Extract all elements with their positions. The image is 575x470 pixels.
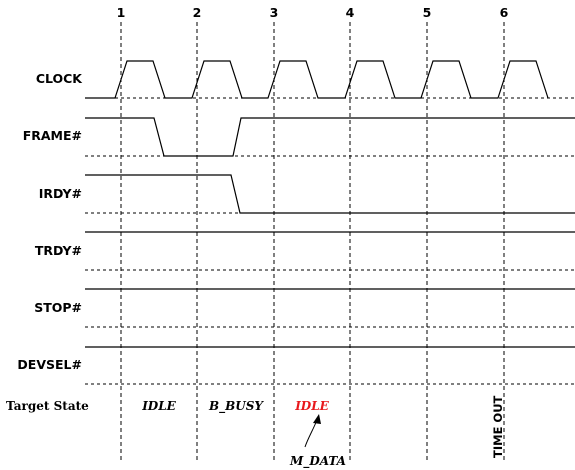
clock-number-4: 4 <box>346 5 355 20</box>
frame-waveform <box>85 117 575 157</box>
clock-number-2: 2 <box>193 5 202 20</box>
m-data-arrow-icon <box>304 419 318 448</box>
clock-number-1: 1 <box>117 5 126 20</box>
m-data-label: M_DATA <box>289 454 346 469</box>
signal-label-irdy: IRDY# <box>39 186 82 201</box>
signal-label-clock: CLOCK <box>36 71 83 86</box>
signal-baselines <box>85 97 575 385</box>
signal-label-trdy: TRDY# <box>35 243 82 258</box>
clock-edge-lines <box>120 22 505 462</box>
state-idle-2: IDLE <box>294 399 329 413</box>
target-state-label: Target State <box>6 399 89 413</box>
m-data-annotation: M_DATA <box>289 414 346 469</box>
irdy-waveform <box>85 174 575 214</box>
time-out-label: TIME OUT <box>491 395 505 458</box>
signal-label-frame: FRAME# <box>23 128 82 143</box>
target-state-row: Target State IDLE B_BUSY IDLE <box>6 399 330 414</box>
signal-labels: CLOCK FRAME# IRDY# TRDY# STOP# DEVSEL# <box>17 71 83 372</box>
clock-waveform <box>85 60 549 99</box>
m-data-arrowhead-icon <box>313 414 321 424</box>
clock-numbers: 1 2 3 4 5 6 <box>117 5 509 20</box>
clock-number-5: 5 <box>423 5 432 20</box>
clock-number-3: 3 <box>270 5 279 20</box>
clock-number-6: 6 <box>500 5 509 20</box>
state-idle-1: IDLE <box>141 399 176 413</box>
signal-label-devsel: DEVSEL# <box>17 357 82 372</box>
signal-label-stop: STOP# <box>34 300 82 315</box>
state-b-busy: B_BUSY <box>208 399 264 414</box>
